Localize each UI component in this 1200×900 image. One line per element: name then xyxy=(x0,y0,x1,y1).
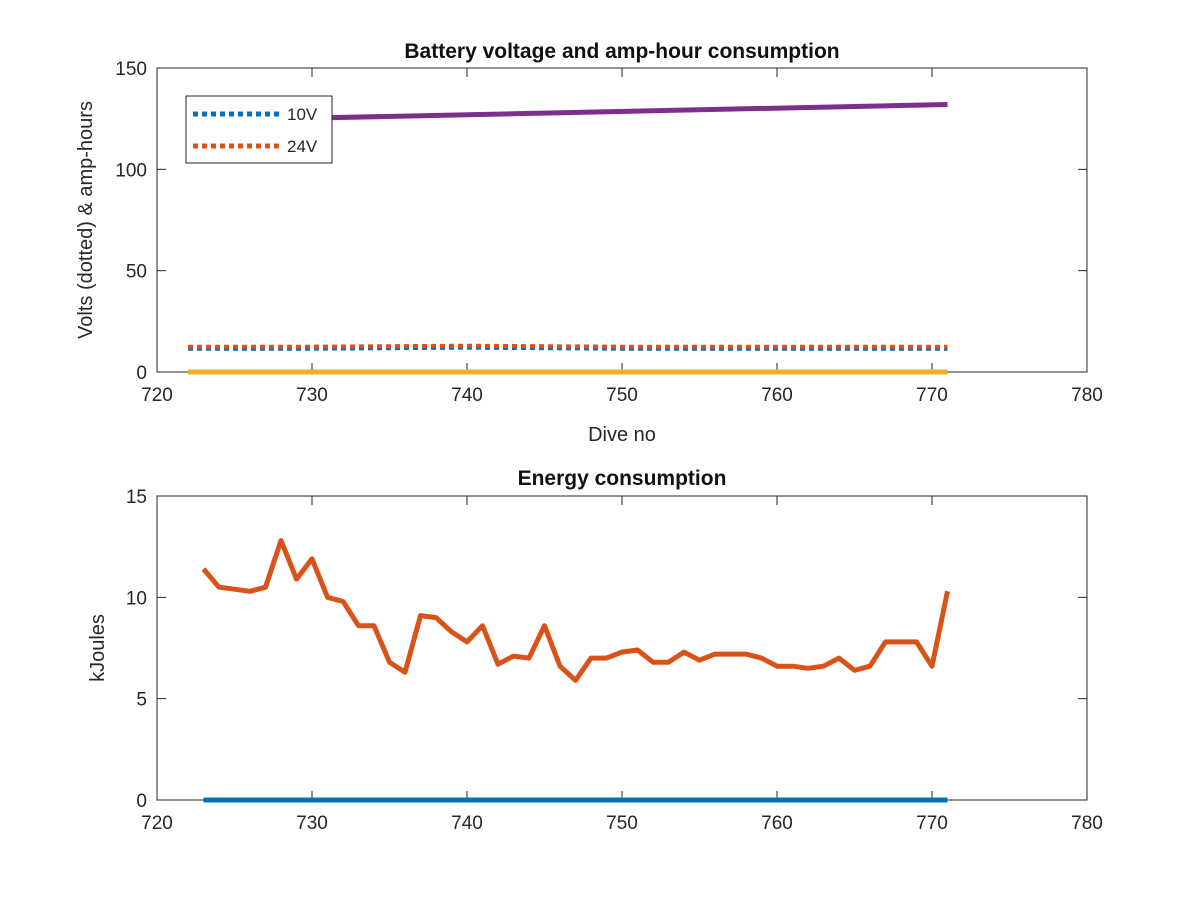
energy-y-tick-label: 5 xyxy=(136,690,147,711)
energy-axis-ticks: 720 730 740 750 760 770 780 0 5 10 15 xyxy=(126,487,1103,834)
energy-plot-area xyxy=(156,495,1088,801)
battery-y-axis-label: Volts (dotted) & amp-hours xyxy=(75,101,97,339)
battery-legend: 10V 24V xyxy=(185,95,333,164)
battery-y-tick-label: 0 xyxy=(136,363,147,384)
battery-x-tick-label: 770 xyxy=(916,385,948,406)
energy-x-tick-label: 730 xyxy=(296,813,328,834)
energy-y-tick-label: 15 xyxy=(126,487,147,508)
energy-y-tick-label: 0 xyxy=(136,791,147,812)
energy-x-tick-label: 760 xyxy=(761,813,793,834)
energy-x-tick-label: 720 xyxy=(141,813,173,834)
energy-x-tick-label: 740 xyxy=(451,813,483,834)
battery-x-tick-label: 720 xyxy=(141,385,173,406)
energy-series-group xyxy=(201,538,950,803)
energy-consumption-subplot: Energy consumption kJoules 720 730 740 750 7… xyxy=(87,467,1103,834)
legend-label-10v: 10V xyxy=(287,105,318,124)
energy-x-tick-label: 750 xyxy=(606,813,638,834)
battery-voltage-subplot: Battery voltage and amp-hour consumption… xyxy=(75,40,1103,446)
battery-x-tick-label: 760 xyxy=(761,385,793,406)
battery-x-tick-label: 780 xyxy=(1071,385,1103,406)
legend-label-24v: 24V xyxy=(287,137,318,156)
battery-y-tick-label: 150 xyxy=(115,59,147,80)
energy-chart-title: Energy consumption xyxy=(518,467,727,490)
battery-x-axis-label: Dive no xyxy=(588,424,656,446)
energy-x-tick-label: 780 xyxy=(1071,813,1103,834)
energy-series-line-s1 xyxy=(201,538,950,683)
energy-x-tick-label: 770 xyxy=(916,813,948,834)
battery-x-tick-label: 740 xyxy=(451,385,483,406)
battery-x-tick-label: 750 xyxy=(606,385,638,406)
battery-y-tick-label: 100 xyxy=(115,160,147,181)
battery-y-tick-label: 50 xyxy=(126,262,147,283)
battery-series-line-24v xyxy=(188,343,948,349)
battery-chart-title: Battery voltage and amp-hour consumption xyxy=(404,40,839,63)
legend-box xyxy=(185,95,333,164)
energy-y-axis-label: kJoules xyxy=(87,614,109,682)
energy-y-tick-label: 10 xyxy=(126,588,147,609)
battery-x-tick-label: 730 xyxy=(296,385,328,406)
